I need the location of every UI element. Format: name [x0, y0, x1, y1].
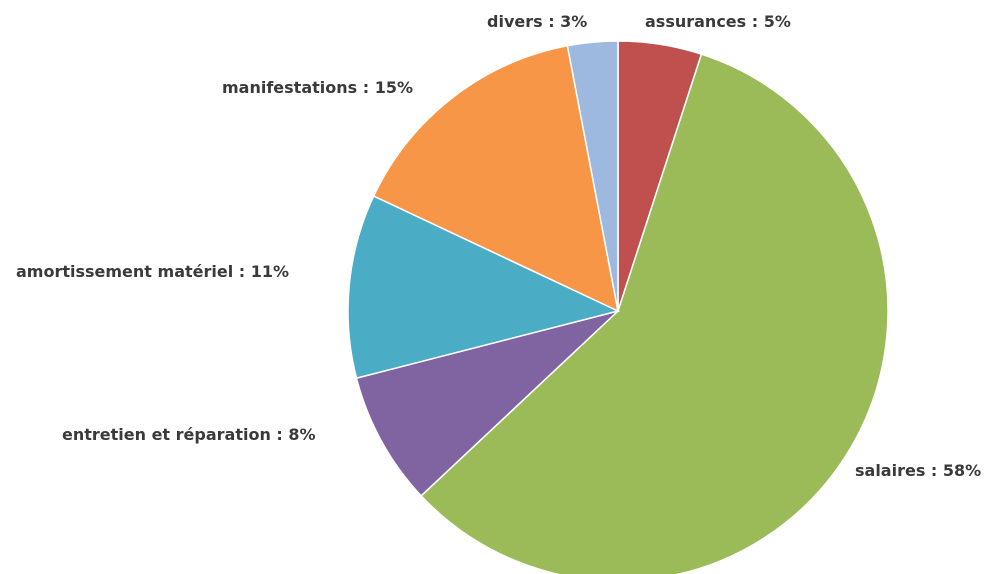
pie-slice-manifestations — [372, 44, 620, 313]
pie-slices — [347, 40, 889, 574]
pie-slice-entretien-et-reparation — [355, 310, 619, 497]
slice-label-amortissement-materiel: amortissement matériel : 11% — [16, 262, 289, 281]
slice-label-divers: divers : 3% — [487, 12, 587, 31]
slice-label-assurances: assurances : 5% — [645, 12, 791, 31]
slice-label-salaires: salaires : 58% — [855, 461, 981, 480]
pie-labels: assurances : 5% salaires : 58% entretien… — [16, 12, 981, 480]
slice-label-entretien-et-reparation: entretien et réparation : 8% — [62, 425, 316, 444]
pie-slice-divers — [566, 40, 619, 312]
pie-slice-amortissement-materiel — [347, 195, 621, 380]
pie-slice-salaires — [420, 53, 889, 574]
slice-label-manifestations: manifestations : 15% — [222, 78, 413, 97]
